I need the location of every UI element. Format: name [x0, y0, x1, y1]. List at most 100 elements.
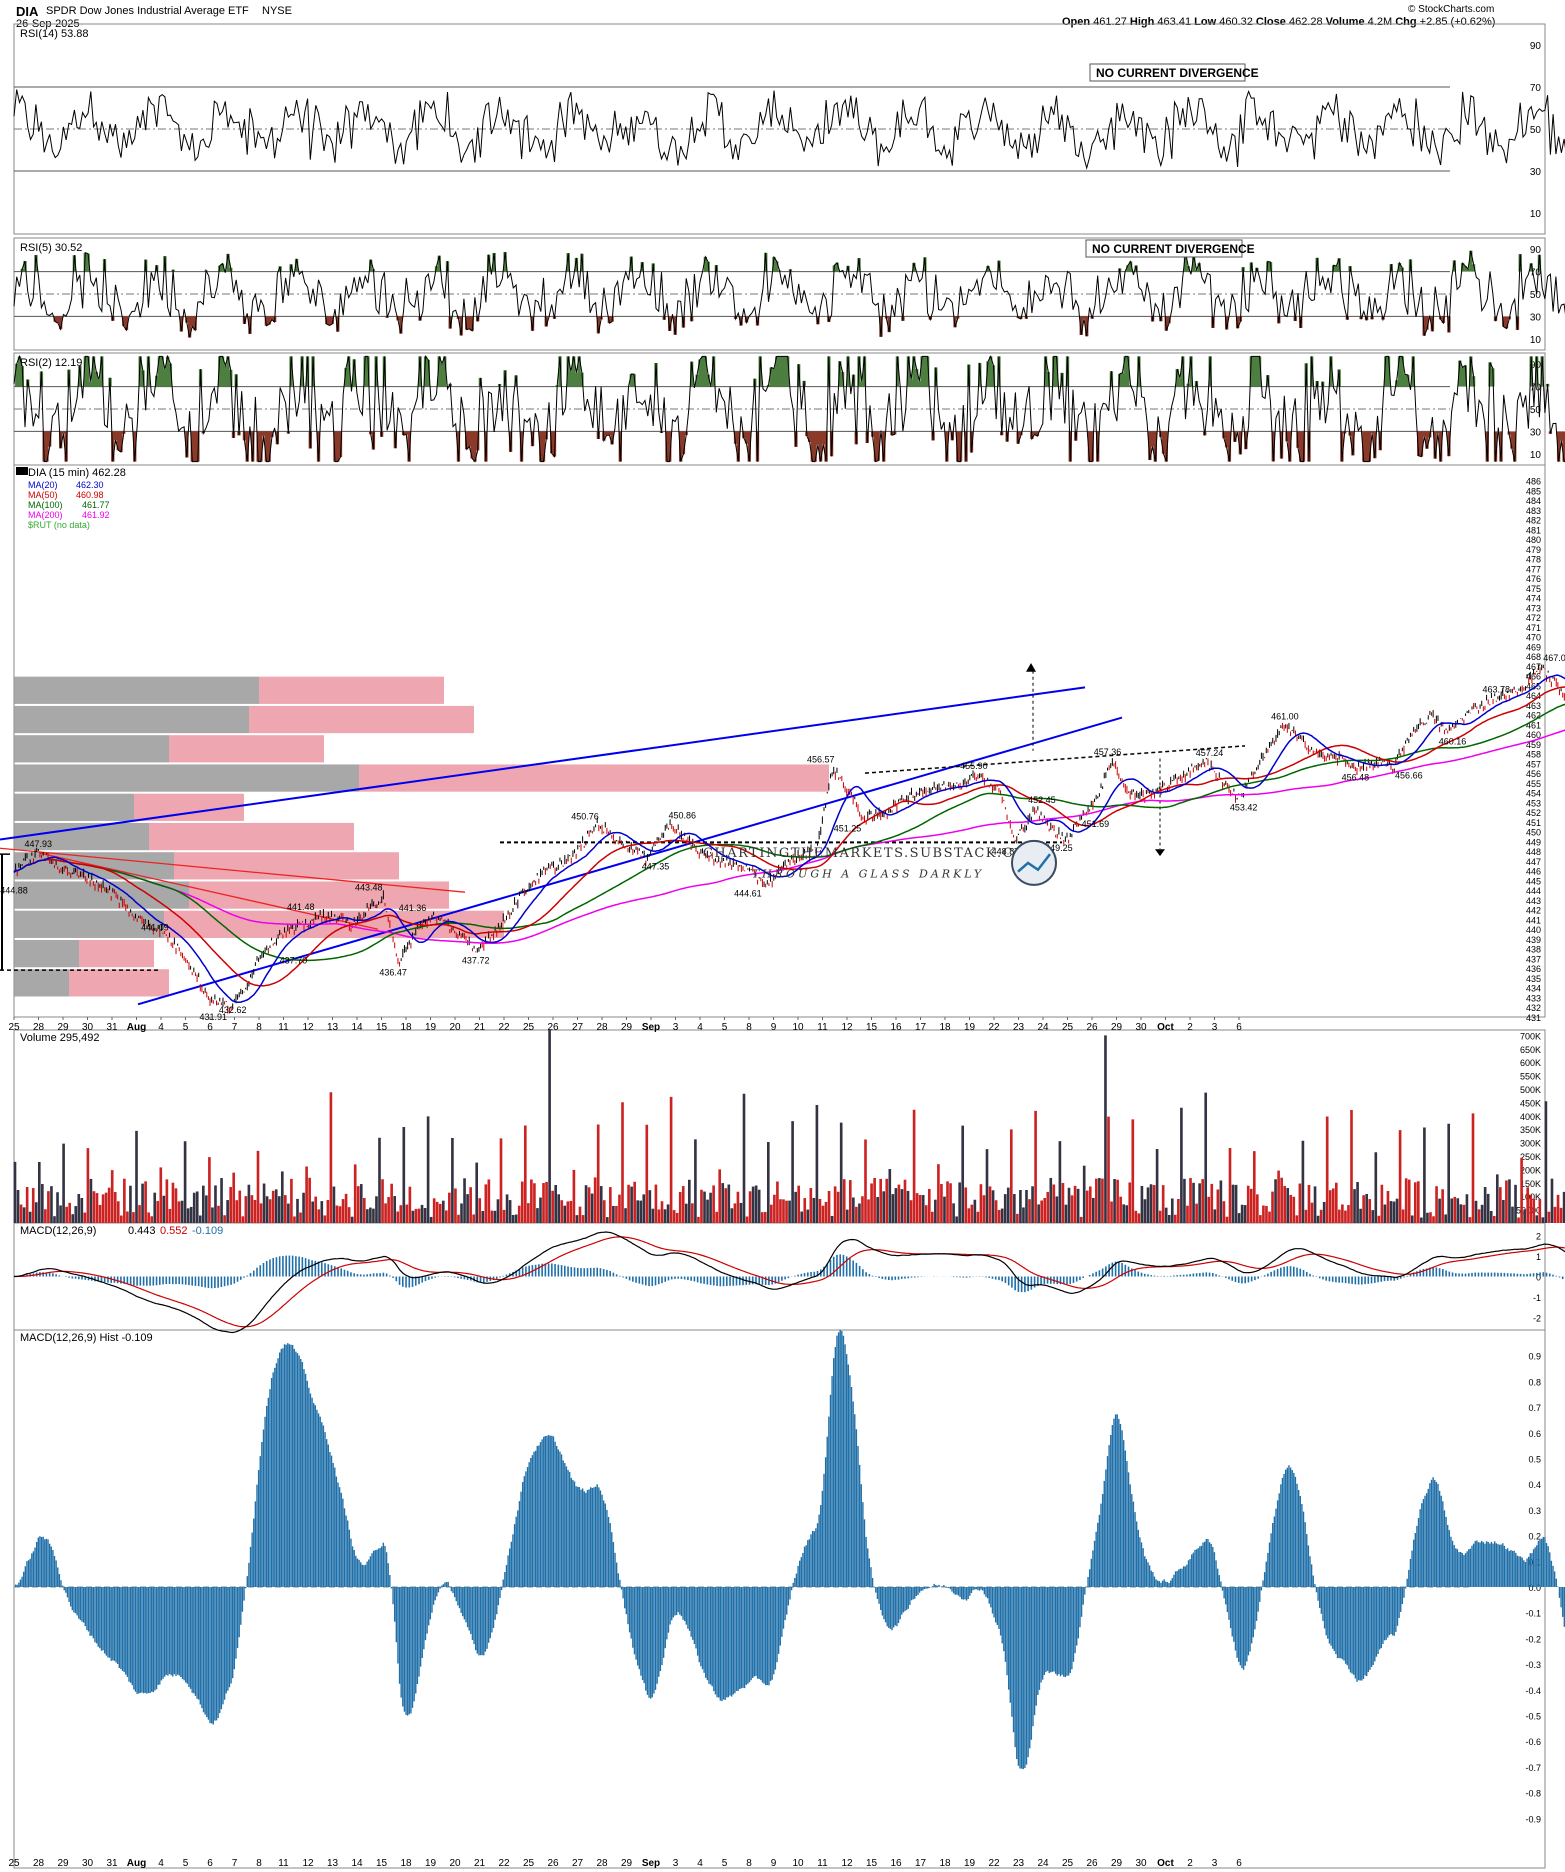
price-label: 441.36 — [399, 903, 427, 913]
hist-tick-label: 0.9 — [1528, 1352, 1541, 1362]
rsi-tick-label: 10 — [1530, 209, 1542, 220]
x-axis-label: Aug — [127, 1022, 146, 1033]
x-axis-label: 30 — [82, 1022, 94, 1033]
close-value: 462.28 — [1288, 16, 1323, 28]
x-axis-label: 24 — [1037, 1022, 1049, 1033]
ma-legend-name: $RUT (no data) — [28, 520, 90, 530]
rsi-title-rsi5: RSI(5) 30.52 — [20, 242, 82, 254]
x-axis-label-bottom: 18 — [939, 1858, 951, 1869]
vbp-bar-gray — [14, 939, 79, 968]
wedge-lower-trendline — [137, 716, 1123, 1006]
x-axis-label: 10 — [792, 1022, 804, 1033]
vbp-bar-gray — [14, 764, 359, 792]
x-axis-label-bottom: 24 — [1037, 1858, 1049, 1869]
price-tick-label: 478 — [1526, 555, 1541, 565]
x-axis-label: 28 — [596, 1022, 608, 1033]
x-axis-label: 15 — [376, 1022, 388, 1033]
x-axis-label: 19 — [964, 1022, 976, 1033]
rsi-line-rsi14 — [13, 89, 1565, 170]
x-axis-label-bottom: 25 — [523, 1858, 535, 1869]
x-axis-label-bottom: 26 — [547, 1858, 559, 1869]
macd-signal-value: 0.552 — [160, 1225, 188, 1237]
price-label: 447.93 — [25, 839, 53, 849]
price-label: 463.78 — [1483, 684, 1511, 694]
watermark-url: CHARTINGTHEMARKETS.SUBSTACK.COM — [703, 846, 1041, 861]
price-tick-label: 434 — [1526, 984, 1541, 994]
x-axis-label-bottom: 23 — [1013, 1858, 1025, 1869]
peak-arrow-head — [1026, 662, 1036, 672]
x-axis-label-bottom: 19 — [964, 1858, 976, 1869]
x-axis-label-bottom: 5 — [183, 1858, 189, 1869]
volume-label: Volume — [1325, 16, 1365, 28]
price-tick-label: 444 — [1526, 886, 1541, 896]
price-label: 451.69 — [1082, 819, 1110, 829]
x-axis-label-bottom: 13 — [327, 1858, 339, 1869]
ma-legend-name: MA(100) — [28, 500, 63, 510]
price-tick-label: 468 — [1526, 652, 1541, 662]
x-axis-label: 16 — [890, 1022, 902, 1033]
volume-tick-label: 200K — [1520, 1165, 1541, 1175]
x-axis-label-bottom: 3 — [1212, 1858, 1218, 1869]
rsi-tick-label: 90 — [1530, 245, 1542, 256]
ma20-line — [13, 674, 1565, 1004]
x-axis-label: 3 — [1212, 1022, 1218, 1033]
x-axis-label-bottom: 8 — [256, 1858, 262, 1869]
price-tick-label: 460 — [1526, 730, 1541, 740]
volume-tick-label: 250K — [1520, 1152, 1541, 1162]
rsi-line-rsi2 — [13, 354, 1565, 463]
x-axis-label: 7 — [232, 1022, 238, 1033]
chg-label: Chg — [1395, 16, 1417, 28]
watermark-logo-icon — [1011, 839, 1057, 886]
price-label: 444.88 — [0, 886, 28, 896]
price-tick-label: 446 — [1526, 867, 1541, 877]
rsi-tick-label: 30 — [1530, 427, 1542, 438]
rsi-tick-label: 70 — [1530, 83, 1542, 94]
x-axis-label-bottom: 30 — [1135, 1858, 1147, 1869]
price-tick-label: 467 — [1526, 662, 1541, 672]
hist-title: MACD(12,26,9) Hist -0.109 — [20, 1332, 153, 1344]
volume-tick-label: 350K — [1520, 1125, 1541, 1135]
rsi-tick-label: 70 — [1530, 383, 1542, 394]
price-label: 441.48 — [287, 902, 315, 912]
x-axis-label-bottom: 27 — [572, 1858, 584, 1869]
rsi-tick-label: 10 — [1530, 335, 1542, 346]
x-axis-label-bottom: 22 — [498, 1858, 510, 1869]
hist-tick-label: -0.5 — [1525, 1712, 1541, 1722]
x-axis-label-bottom: Oct — [1157, 1858, 1174, 1869]
price-label: 441.09 — [141, 923, 169, 933]
ma-legend-value: 462.30 — [76, 480, 104, 490]
macd-signal-line — [14, 1236, 1565, 1328]
price-label: 456.66 — [1395, 771, 1423, 781]
x-axis-label: 25 — [8, 1022, 20, 1033]
price-tick-label: 458 — [1526, 750, 1541, 760]
x-axis-label-bottom: 29 — [1111, 1858, 1123, 1869]
price-tick-label: 450 — [1526, 828, 1541, 838]
price-label: 449.25 — [1045, 843, 1073, 853]
vbp-bar-red — [79, 939, 154, 968]
price-tick-label: 463 — [1526, 701, 1541, 711]
price-tick-label: 465 — [1526, 681, 1541, 691]
vbp-bar-red — [259, 676, 444, 704]
watermark-tagline: THROUGH A GLASS DARKLY — [752, 868, 984, 881]
price-label: 450.86 — [668, 810, 696, 820]
rsi-tick-label: 30 — [1530, 312, 1542, 323]
x-axis-label-bottom: 6 — [1236, 1858, 1242, 1869]
x-axis-label-bottom: 19 — [425, 1858, 437, 1869]
volume-tick-label: 600K — [1520, 1058, 1541, 1068]
price-tick-label: 480 — [1526, 535, 1541, 545]
x-axis-label-bottom: 4 — [158, 1858, 164, 1869]
x-axis-label-bottom: 12 — [302, 1858, 314, 1869]
volume-tick-label: 300K — [1520, 1139, 1541, 1149]
rsi-tick-label: 90 — [1530, 41, 1542, 52]
price-label: 436.47 — [379, 968, 407, 978]
x-axis-label-bottom: 4 — [697, 1858, 703, 1869]
price-tick-label: 469 — [1526, 642, 1541, 652]
price-tick-label: 462 — [1526, 711, 1541, 721]
price-label: 455.90 — [960, 761, 988, 771]
x-axis-label: 14 — [351, 1022, 363, 1033]
x-axis-label: 23 — [1013, 1022, 1025, 1033]
x-axis-label: 29 — [57, 1022, 69, 1033]
x-axis-label: 4 — [697, 1022, 703, 1033]
volume-tick-label: 500K — [1520, 1085, 1541, 1095]
ma-legend-value: 461.92 — [82, 510, 110, 520]
